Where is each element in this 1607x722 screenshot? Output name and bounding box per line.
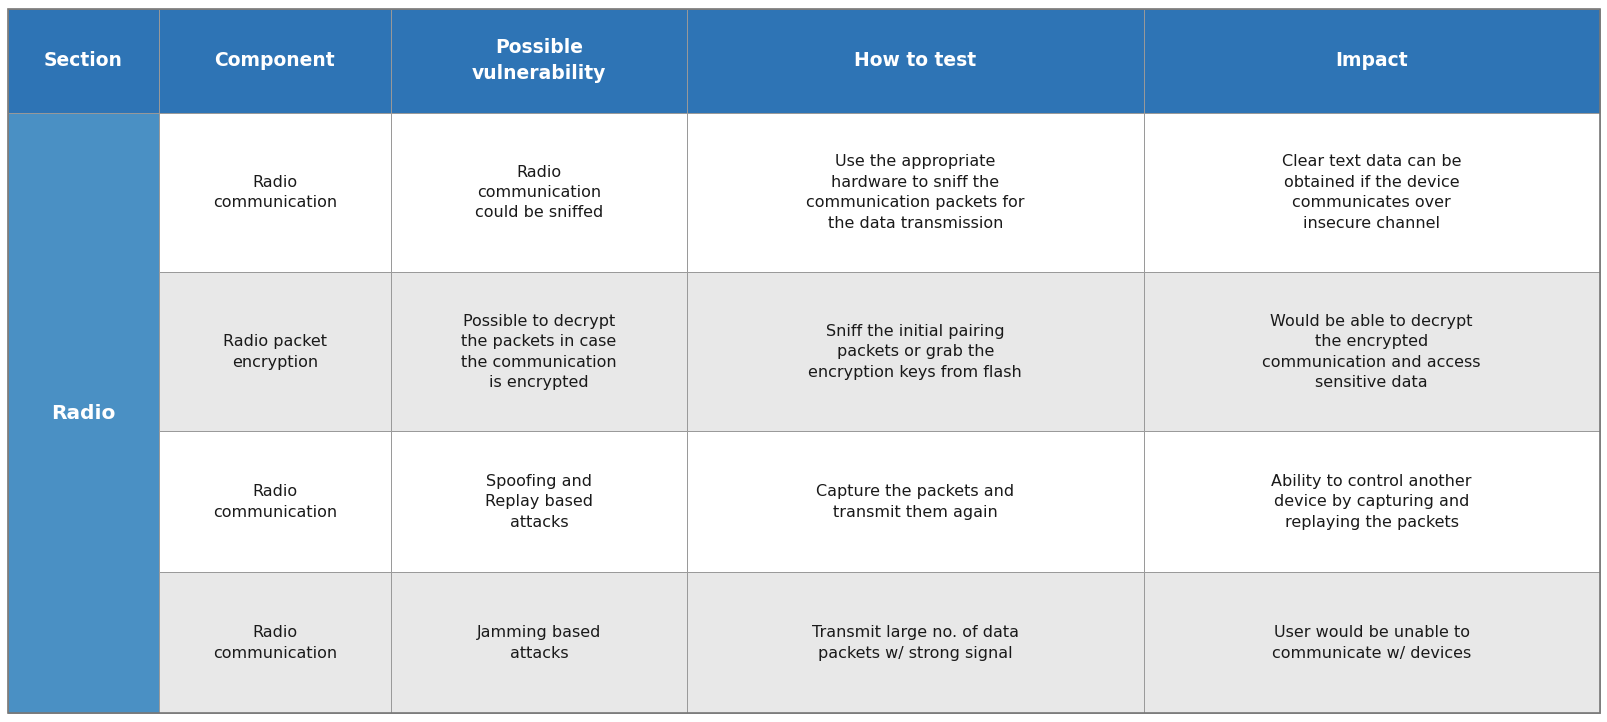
Bar [159, 573, 391, 713]
Bar [1143, 9, 1599, 113]
Text: Possible
vulnerability: Possible vulnerability [471, 38, 606, 83]
Bar [8, 113, 159, 713]
Text: Spoofing and
Replay based
attacks: Spoofing and Replay based attacks [485, 474, 593, 530]
Text: Capture the packets and
transmit them again: Capture the packets and transmit them ag… [816, 484, 1014, 520]
Text: Section: Section [43, 51, 122, 70]
Text: Transmit large no. of data
packets w/ strong signal: Transmit large no. of data packets w/ st… [812, 625, 1019, 661]
Bar [391, 113, 686, 272]
Text: How to test: How to test [853, 51, 975, 70]
Bar [391, 272, 686, 432]
Bar [8, 9, 159, 113]
Text: Ability to control another
device by capturing and
replaying the packets: Ability to control another device by cap… [1271, 474, 1470, 530]
Text: Would be able to decrypt
the encrypted
communication and access
sensitive data: Would be able to decrypt the encrypted c… [1261, 314, 1480, 390]
Bar [1143, 573, 1599, 713]
Bar [686, 9, 1143, 113]
Bar [1143, 432, 1599, 573]
Text: Radio
communication: Radio communication [212, 625, 336, 661]
Text: Impact: Impact [1334, 51, 1408, 70]
Bar [1143, 113, 1599, 272]
Text: Radio
communication: Radio communication [212, 175, 336, 210]
Text: Use the appropriate
hardware to sniff the
communication packets for
the data tra: Use the appropriate hardware to sniff th… [805, 155, 1024, 231]
Bar [159, 272, 391, 432]
Text: Component: Component [214, 51, 334, 70]
Bar [391, 573, 686, 713]
Text: Possible to decrypt
the packets in case
the communication
is encrypted: Possible to decrypt the packets in case … [461, 314, 617, 390]
Text: Sniff the initial pairing
packets or grab the
encryption keys from flash: Sniff the initial pairing packets or gra… [808, 324, 1022, 380]
Text: Clear text data can be
obtained if the device
communicates over
insecure channel: Clear text data can be obtained if the d… [1281, 155, 1461, 231]
Bar [159, 432, 391, 573]
Bar [159, 9, 391, 113]
Text: Radio packet
encryption: Radio packet encryption [222, 334, 326, 370]
Bar [1143, 272, 1599, 432]
Bar [686, 432, 1143, 573]
Bar [391, 9, 686, 113]
Bar [686, 573, 1143, 713]
Text: Jamming based
attacks: Jamming based attacks [476, 625, 601, 661]
Bar [686, 113, 1143, 272]
Bar [159, 113, 391, 272]
Text: Radio: Radio [51, 404, 116, 422]
Text: User would be unable to
communicate w/ devices: User would be unable to communicate w/ d… [1271, 625, 1470, 661]
Text: Radio
communication
could be sniffed: Radio communication could be sniffed [474, 165, 603, 220]
Bar [686, 272, 1143, 432]
Text: Radio
communication: Radio communication [212, 484, 336, 520]
Bar [391, 432, 686, 573]
